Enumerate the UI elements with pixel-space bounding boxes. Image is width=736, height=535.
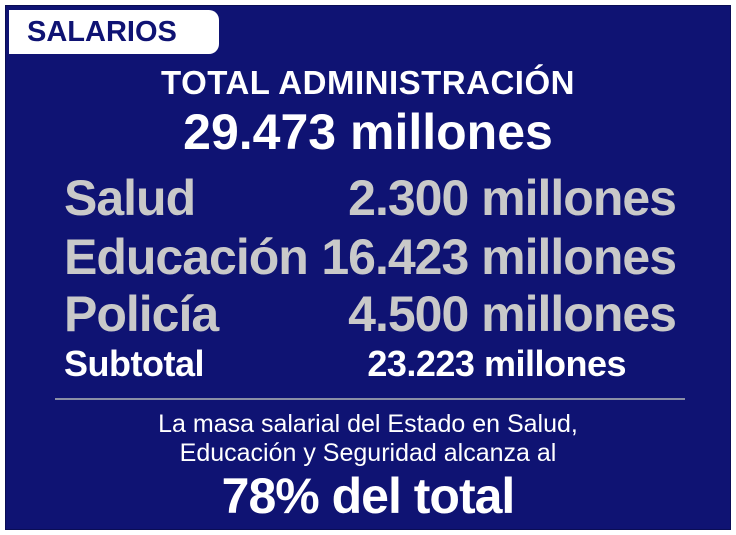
page-title-total: 29.473 millones: [183, 104, 553, 160]
table-row-salud: Salud 2.300 millones: [64, 170, 677, 226]
row-label: Policía: [64, 286, 219, 342]
divider: [55, 398, 685, 400]
percentage-highlight: 78% del total: [221, 468, 516, 524]
note-line-2: Educación y Seguridad alcanza al: [179, 439, 557, 467]
row-label: Salud: [64, 170, 196, 226]
infographic-panel: SALARIOS: [5, 5, 731, 530]
row-value: 4.500 millones: [348, 286, 677, 342]
row-value: 2.300 millones: [348, 170, 677, 226]
subtotal-value: 23.223 millones: [367, 343, 626, 384]
section-tag: SALARIOS: [9, 10, 219, 54]
page-subtitle: TOTAL ADMINISTRACIÓN: [161, 64, 575, 101]
row-label: Educación: [64, 229, 309, 285]
note-line-1: La masa salarial del Estado en Salud,: [158, 410, 578, 438]
row-value: 16.423 millones: [321, 229, 677, 285]
section-tag-label: SALARIOS: [27, 16, 177, 48]
table-row-subtotal: Subtotal 23.223 millones: [64, 342, 676, 386]
table-row-educacion: Educación 16.423 millones: [64, 229, 677, 285]
table-row-policia: Policía 4.500 millones: [64, 286, 677, 342]
subtotal-label: Subtotal: [64, 343, 204, 384]
